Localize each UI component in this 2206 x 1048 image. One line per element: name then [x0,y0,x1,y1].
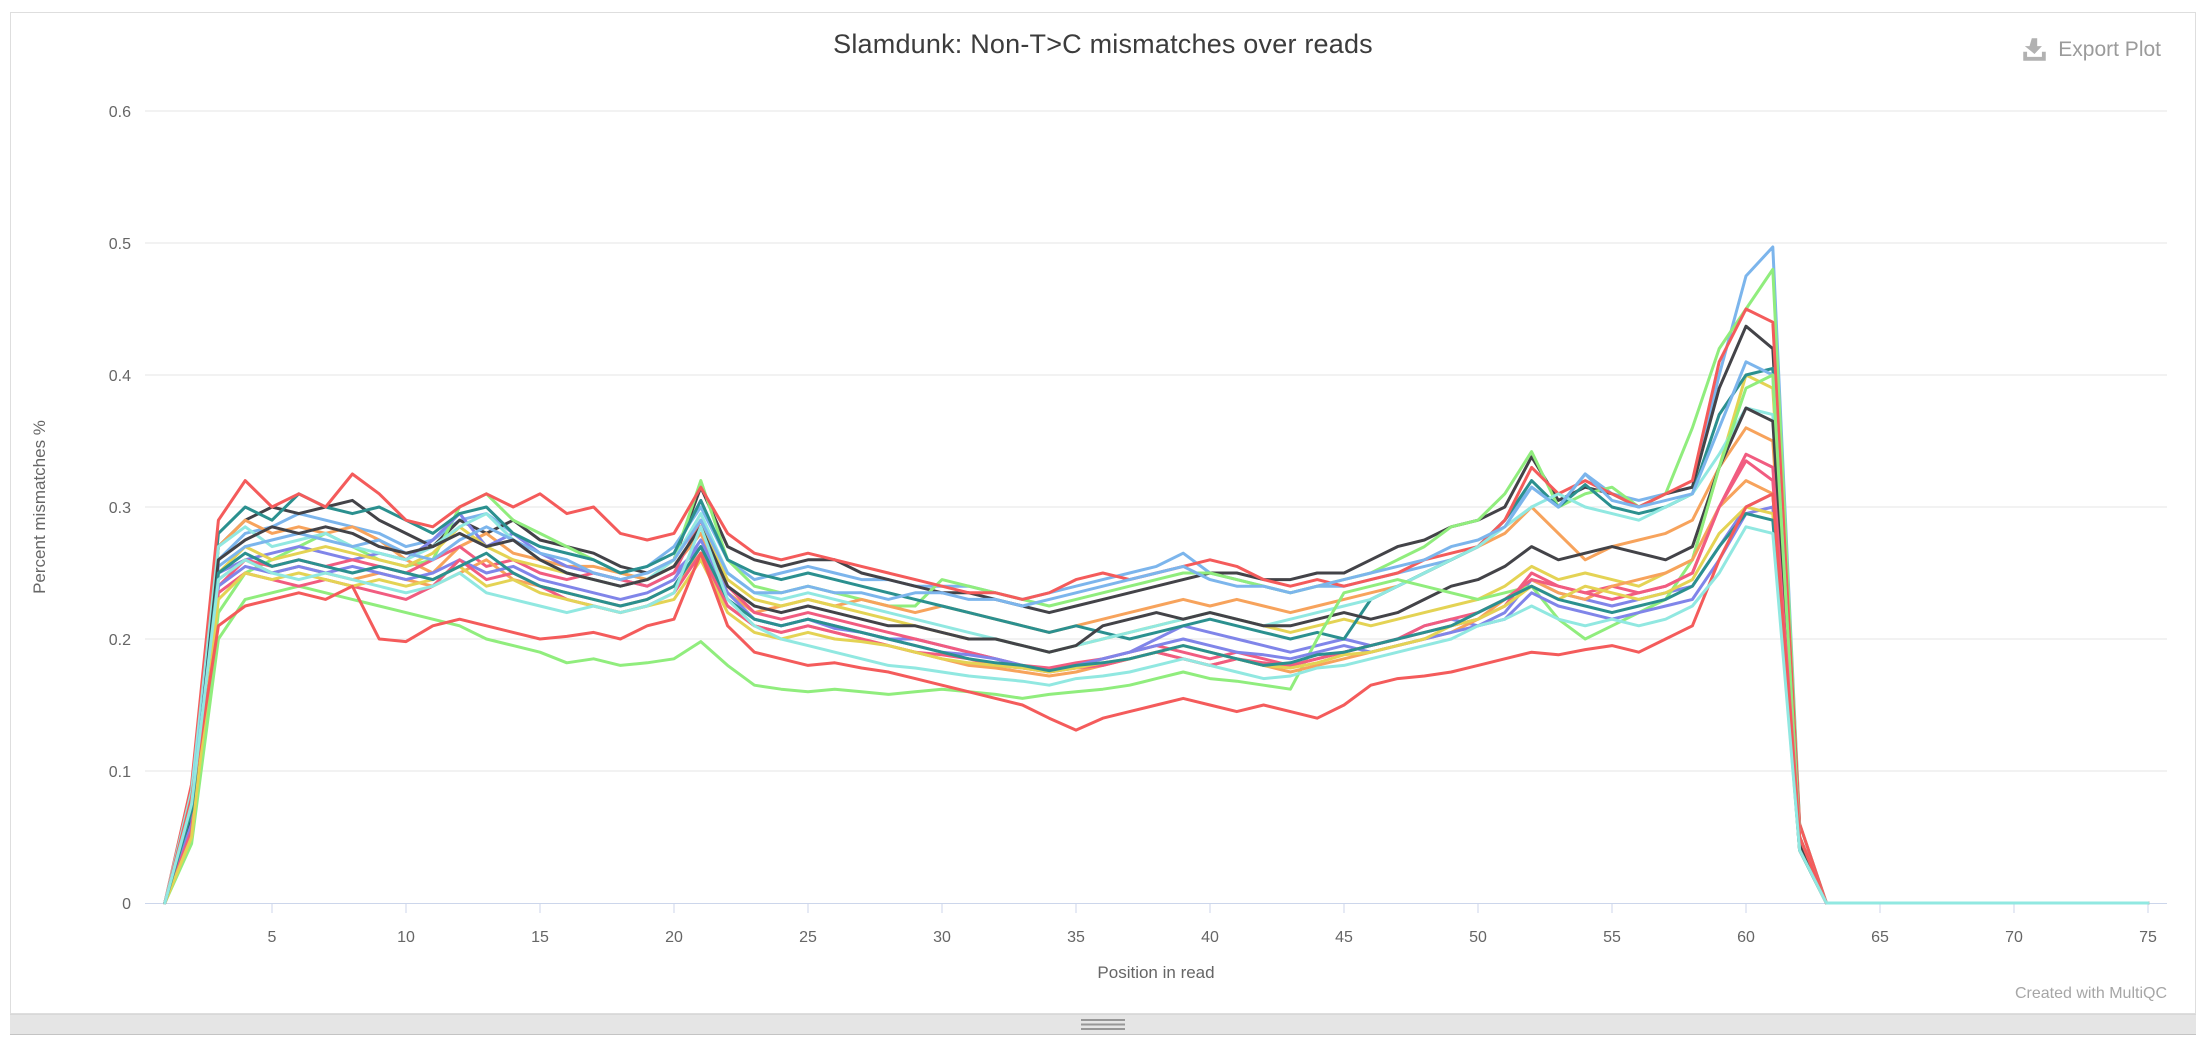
x-tick-label: 40 [1201,929,1219,946]
x-tick-label: 50 [1469,929,1487,946]
series-line[interactable] [163,406,2150,905]
x-tick-label: 10 [397,929,415,946]
y-tick-label: 0.5 [109,236,131,253]
x-tick-label: 75 [2139,929,2157,946]
x-tick-label: 45 [1335,929,1353,946]
y-axis-title: Percent mismatches % [30,420,49,594]
export-plot-button[interactable]: Export Plot [2021,37,2161,62]
export-plot-label: Export Plot [2058,37,2161,61]
x-tick-label: 60 [1737,929,1755,946]
plot-card: Slamdunk: Non-T>C mismatches over reads … [10,12,2196,1014]
x-tick-label: 70 [2005,929,2023,946]
y-tick-label: 0.4 [109,368,131,385]
series-line[interactable] [163,324,2150,905]
x-tick-label: 25 [799,929,817,946]
x-tick-label: 55 [1603,929,1621,946]
chart-title: Slamdunk: Non-T>C mismatches over reads [833,29,1373,59]
y-tick-label: 0.2 [109,632,131,649]
y-tick-label: 0.6 [109,104,131,121]
x-tick-label: 20 [665,929,683,946]
x-tick-label: 30 [933,929,951,946]
y-tick-label: 0 [122,896,131,913]
grip-icon [1081,1019,1125,1030]
series-line[interactable] [163,525,2150,905]
line-chart[interactable]: 0 0.1 0.2 0.3 0.4 0.5 0.6 5 10 15 20 25 30 35 40 45 50 55… [11,13,2195,1013]
y-tick-label: 0.1 [109,764,131,781]
y-tick-label: 0.3 [109,500,131,517]
series-line[interactable] [163,492,2150,905]
download-icon [2021,37,2048,62]
x-tick-label: 65 [1871,929,1889,946]
x-tick-label: 15 [531,929,549,946]
x-tick-label: 5 [268,929,277,946]
x-axis-title: Position in read [1097,963,1214,982]
series-line[interactable] [163,366,2150,905]
plot-resize-handle[interactable] [10,1014,2196,1035]
multiqc-credit: Created with MultiQC [2014,985,2167,1002]
series-line[interactable] [163,406,2150,905]
series-line[interactable] [163,492,2150,905]
x-tick-label: 35 [1067,929,1085,946]
